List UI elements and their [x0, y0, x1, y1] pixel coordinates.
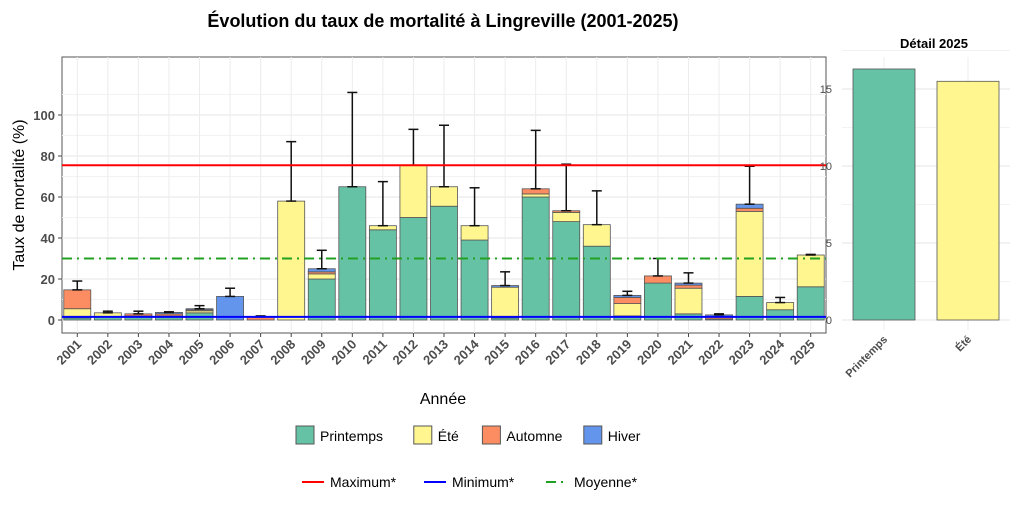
bar-segment-été: [735, 210, 764, 297]
detail-x-tick-label: Printemps: [844, 334, 891, 381]
bar-segment-printemps: [338, 186, 367, 321]
chart-title: Évolution du taux de mortalité à Lingrev…: [207, 10, 678, 31]
bar-segment-printemps: [368, 229, 397, 321]
bar-segment-été: [613, 303, 642, 317]
detail-title: Détail 2025: [900, 36, 968, 51]
x-tick-label: 2009: [298, 337, 329, 368]
x-tick-label: 2019: [603, 337, 634, 368]
x-tick-label: 2001: [53, 337, 84, 368]
bar-segment-été: [521, 193, 550, 198]
detail-bar-1: [936, 80, 1000, 321]
x-tick-label: 2025: [787, 337, 818, 368]
legend-label: Minimum*: [452, 474, 515, 490]
bar-segment-été: [674, 287, 703, 315]
bar-segment-printemps: [460, 239, 489, 321]
x-tick-label: 2017: [542, 337, 573, 368]
bar-segment-été: [277, 200, 306, 321]
legend-key-printemps: [295, 425, 315, 445]
y-tick-label: 0: [48, 313, 55, 328]
legend-label: Maximum*: [330, 474, 397, 490]
x-tick-label: 2022: [695, 337, 726, 368]
x-tick-label: 2010: [328, 337, 359, 368]
bar-segment-automne: [644, 275, 672, 284]
legend-label: Été: [438, 428, 459, 444]
x-tick-label: 2013: [420, 337, 451, 368]
x-axis-title: Année: [420, 391, 466, 408]
x-tick-label: 2004: [145, 336, 177, 368]
bar-segment-été: [796, 254, 825, 288]
detail-bar-0: [852, 68, 916, 321]
legend-key-hiver: [583, 425, 603, 445]
x-tick-label: 2015: [481, 337, 512, 368]
x-tick-label: 2018: [573, 337, 604, 368]
legend-key-automne: [481, 425, 501, 445]
bar-segment-printemps: [552, 221, 581, 321]
bar-segment-automne: [613, 297, 642, 305]
y-tick-label: 15: [820, 84, 832, 96]
x-tick-label: 2016: [512, 337, 543, 368]
y-tick-label: 10: [820, 161, 832, 173]
legend-label: Printemps: [320, 428, 383, 444]
x-tick-label: 2005: [176, 337, 207, 368]
y-tick-label: 60: [41, 190, 55, 205]
bar-segment-automne: [674, 284, 703, 289]
bar-segment-été: [491, 286, 520, 319]
x-tick-label: 2012: [390, 337, 421, 368]
bar-segment-printemps: [307, 278, 336, 321]
x-tick-label: 2002: [84, 337, 115, 368]
y-tick-label: 40: [41, 231, 55, 246]
x-tick-label: 2007: [237, 337, 268, 368]
bar-segment-automne: [63, 289, 92, 310]
bar-segment-printemps: [644, 282, 672, 321]
bar-segment-printemps: [582, 245, 611, 321]
bar-segment-été: [307, 273, 336, 280]
legend-key-été: [413, 425, 433, 445]
x-tick-label: 2011: [359, 337, 390, 368]
x-tick-label: 2003: [114, 337, 145, 368]
x-tick-label: 2023: [726, 337, 757, 368]
legend-label: Automne: [506, 428, 562, 444]
y-tick-label: 80: [41, 149, 55, 164]
detail-x-tick-label: Été: [953, 333, 974, 354]
bar-segment-été: [552, 211, 581, 223]
bar-segment-printemps: [766, 309, 795, 321]
bar-segment-printemps: [430, 205, 458, 321]
y-tick-label: 5: [826, 238, 832, 250]
bar-segment-printemps: [399, 217, 428, 321]
x-tick-label: 2021: [665, 337, 696, 368]
x-tick-label: 2006: [206, 337, 237, 368]
y-tick-label: 0: [826, 315, 832, 327]
bar-segment-été: [399, 164, 428, 218]
bar-segment-automne: [735, 207, 764, 212]
x-tick-label: 2024: [756, 336, 788, 368]
bar-segment-été: [766, 302, 795, 311]
y-axis-title: Taux de mortalité (%): [11, 119, 28, 270]
y-tick-label: 100: [33, 108, 55, 123]
x-tick-label: 2014: [451, 336, 483, 368]
bar-segment-printemps: [796, 286, 825, 321]
x-tick-label: 2020: [634, 337, 665, 368]
bar-segment-été: [582, 224, 611, 247]
bar-segment-été: [430, 186, 458, 207]
legend-label: Hiver: [608, 428, 641, 444]
x-tick-label: 2008: [267, 337, 298, 368]
y-tick-label: 20: [41, 272, 55, 287]
legend-label: Moyenne*: [574, 474, 638, 490]
bar-segment-automne: [521, 188, 550, 195]
bar-segment-été: [460, 225, 489, 241]
